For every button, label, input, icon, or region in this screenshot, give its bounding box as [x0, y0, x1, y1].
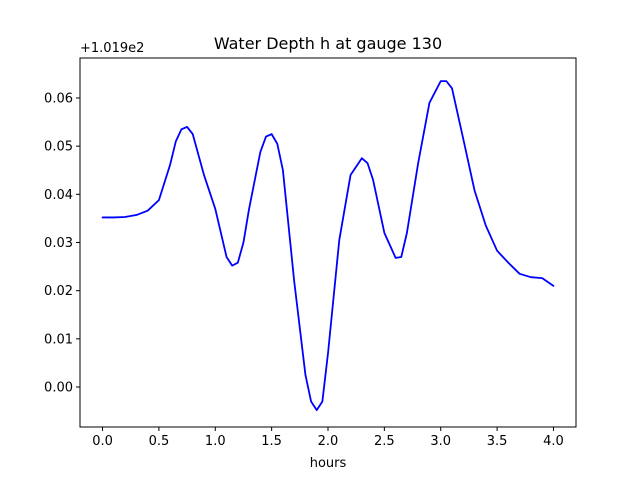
y-tick-label: 0.01 — [44, 332, 73, 347]
x-tick-label: 2.0 — [318, 434, 339, 449]
x-tick-label: 0.5 — [149, 434, 170, 449]
y-tick-label: 0.00 — [44, 381, 73, 396]
series-line — [101, 80, 555, 412]
x-tick-label: 4.0 — [543, 434, 564, 449]
y-tick-label: 0.02 — [44, 284, 73, 299]
x-axis-label: hours — [310, 456, 347, 471]
y-tick-label: 0.06 — [44, 91, 73, 106]
x-tick-label: 2.5 — [374, 434, 395, 449]
y-tick-label: 0.03 — [44, 236, 73, 251]
y-tick-label: 0.04 — [44, 188, 73, 203]
x-tick-label: 1.0 — [205, 434, 226, 449]
x-tick-label: 1.5 — [261, 434, 282, 449]
chart-title: Water Depth h at gauge 130 — [214, 34, 442, 53]
x-tick-label: 3.0 — [430, 434, 451, 449]
y-tick-label: 0.05 — [44, 140, 73, 155]
x-tick-label: 3.5 — [487, 434, 508, 449]
plot-area: 0.0 0.5 1.0 1.5 2.0 2.5 3.0 3.5 4.0 0.00 0.01 0.02 0… — [44, 57, 577, 449]
x-tick-label: 0.0 — [92, 434, 113, 449]
y-axis-offset-label: +1.019e2 — [80, 41, 144, 56]
